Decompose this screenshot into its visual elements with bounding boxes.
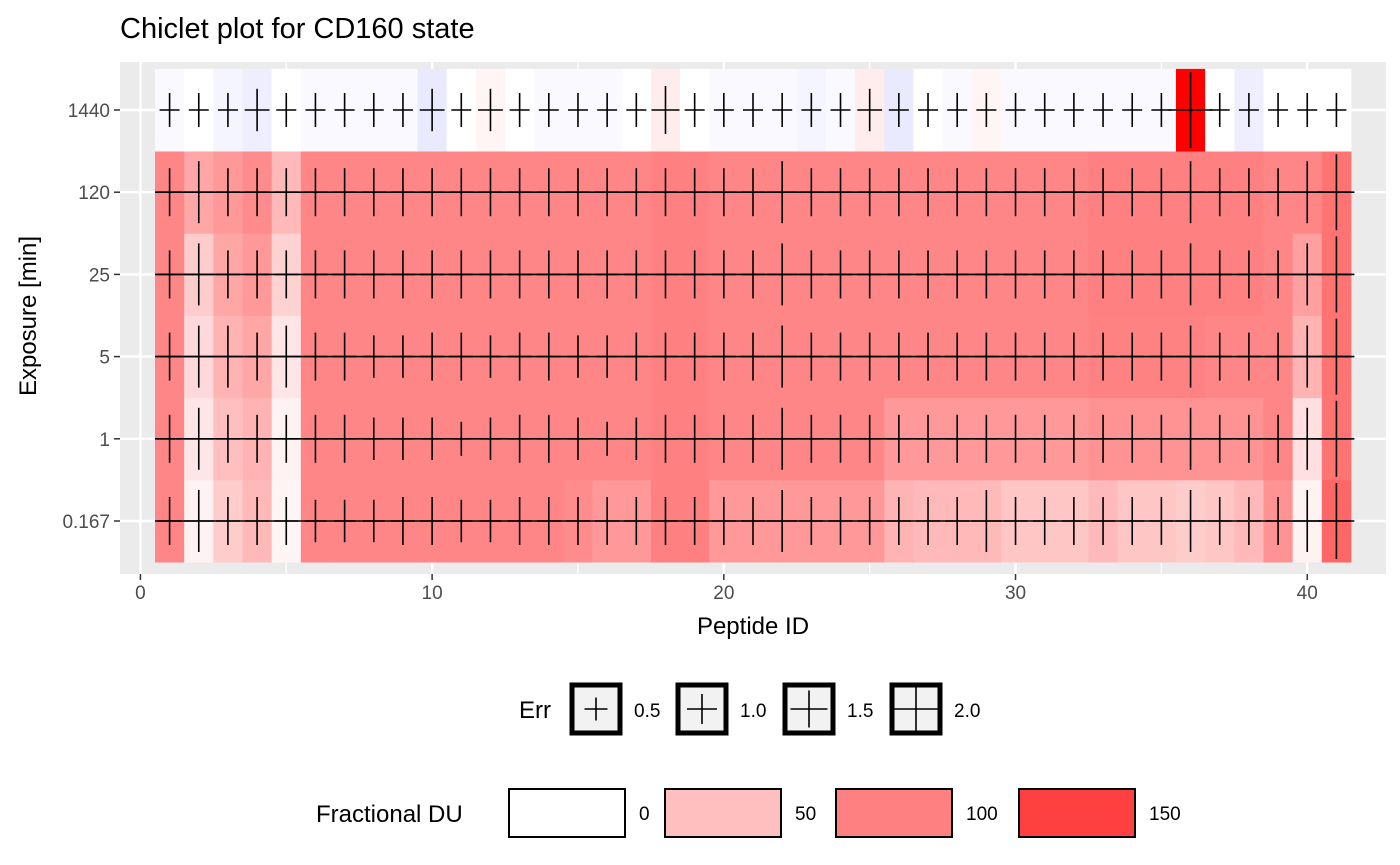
err-legend-label: 0.5 xyxy=(634,701,660,722)
error-marks xyxy=(155,72,1355,559)
err-legend: Err 0.5 1.0 1.5 2.0 xyxy=(519,682,980,736)
fractional-du-legend-label: 50 xyxy=(795,804,816,825)
fractional-du-legend-key xyxy=(835,788,953,838)
x-tick-label: 20 xyxy=(713,583,734,604)
tiles xyxy=(155,68,1352,563)
y-tick-label: 25 xyxy=(89,265,110,286)
x-tick-label: 40 xyxy=(1297,583,1318,604)
err-legend-key xyxy=(675,682,729,736)
chart-title: Chiclet plot for CD160 state xyxy=(120,13,475,45)
err-legend-label: 1.0 xyxy=(740,701,766,722)
fractional-du-legend-key xyxy=(508,788,626,838)
y-tick-label: 0.167 xyxy=(62,512,110,533)
fractional-du-legend-key xyxy=(1018,788,1136,838)
fractional-du-legend: Fractional DU 0 50 100 150 xyxy=(316,788,1181,838)
y-axis: 0.167 1 5 25 120 1440 xyxy=(62,101,120,533)
y-tick-label: 1440 xyxy=(68,101,110,122)
y-tick-label: 120 xyxy=(78,183,110,204)
plot-panel xyxy=(120,62,1386,574)
fractional-du-legend-key xyxy=(664,788,782,838)
fractional-du-legend-label: 0 xyxy=(639,804,650,825)
fractional-du-legend-title: Fractional DU xyxy=(316,801,463,828)
err-legend-title: Err xyxy=(519,697,551,724)
x-axis-title: Peptide ID xyxy=(697,613,809,640)
x-tick-label: 0 xyxy=(135,583,146,604)
y-axis-title: Exposure [min] xyxy=(15,236,42,396)
fractional-du-legend-label: 100 xyxy=(966,804,998,825)
y-tick-label: 5 xyxy=(99,348,110,369)
err-legend-label: 1.5 xyxy=(847,701,873,722)
err-legend-label: 2.0 xyxy=(954,701,980,722)
x-tick-label: 30 xyxy=(1005,583,1026,604)
x-axis: 0 10 20 30 40 xyxy=(135,574,1318,604)
x-tick-label: 10 xyxy=(422,583,443,604)
fractional-du-legend-label: 150 xyxy=(1149,804,1181,825)
y-tick-label: 1 xyxy=(99,430,110,451)
